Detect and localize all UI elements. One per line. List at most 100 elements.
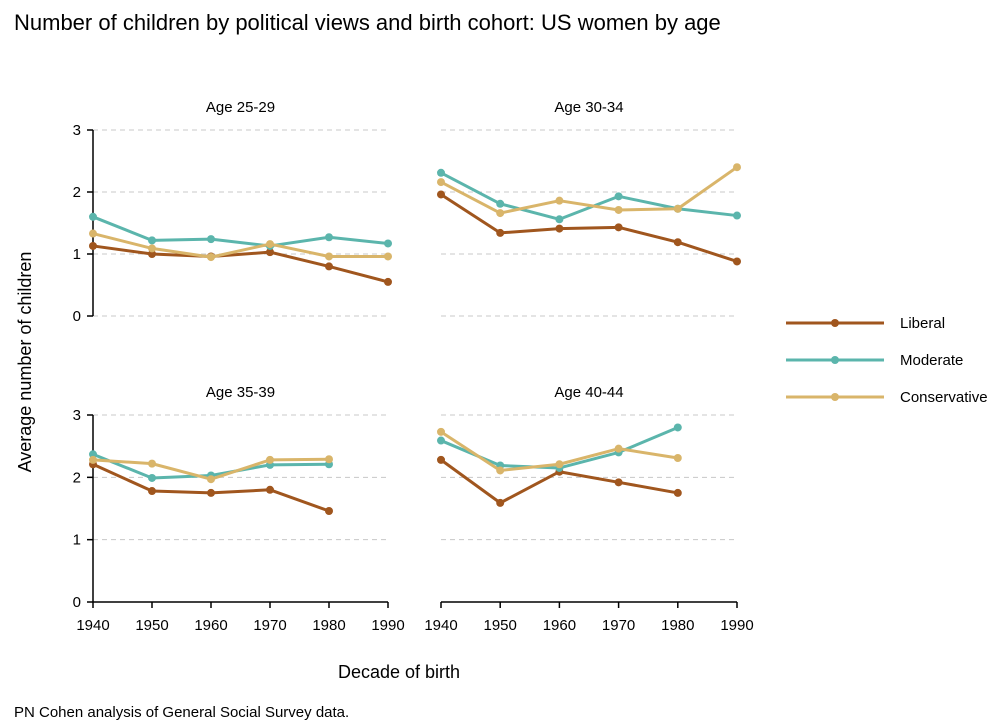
legend-conservative-marker xyxy=(831,393,839,401)
y-axis-label: Average number of children xyxy=(15,252,35,473)
panel-4-x-tick-label: 1980 xyxy=(661,617,694,634)
panel-4-series-liberal-point xyxy=(437,455,445,464)
panel-1-y-tick-label: 2 xyxy=(73,184,81,201)
panel-2-title: Age 30-34 xyxy=(554,99,623,116)
panel-2-series-moderate-point xyxy=(733,211,741,220)
panel-3-x-tick-label: 1970 xyxy=(253,617,286,634)
panel-4-series-liberal-point xyxy=(614,478,623,487)
panel-1-series-moderate-point xyxy=(384,239,392,248)
panel-4-x-tick-label: 1970 xyxy=(602,617,635,634)
panel-3-series-conservative-point xyxy=(325,455,333,464)
panel-1-series-conservative-point xyxy=(266,240,274,249)
panel-3-y-tick-label: 3 xyxy=(73,407,81,424)
panel-3-series-conservative-point xyxy=(89,455,97,464)
panel-1-series-liberal-line xyxy=(92,244,389,284)
chart-title: Number of children by political views an… xyxy=(14,10,721,35)
panel-3-series-liberal-line xyxy=(92,462,330,513)
panel-4-series-moderate-point xyxy=(437,436,445,445)
panel-4-series-liberal-point xyxy=(496,498,505,507)
panel-1-series-conservative-point xyxy=(89,229,97,238)
panel-2-series-liberal-point xyxy=(733,257,741,266)
panel-3: Age 35-39 0 1 2 3 1940 1950 1960 1970 1980 1990 xyxy=(73,384,405,634)
panel-4-series-liberal-point xyxy=(673,488,682,497)
panel-2-series-moderate-point xyxy=(496,199,505,208)
panel-2-series-conservative-point xyxy=(733,163,741,172)
panel-4-x-tick-label: 1960 xyxy=(543,617,576,634)
source-note: PN Cohen analysis of General Social Surv… xyxy=(14,704,349,721)
panel-3-y-tick-label: 0 xyxy=(73,594,81,611)
legend-liberal-label: Liberal xyxy=(900,315,945,332)
panel-4-title: Age 40-44 xyxy=(554,384,623,401)
panel-4-series-conservative-point xyxy=(673,454,682,463)
panel-1-series-liberal-point xyxy=(148,250,156,258)
panel-3-series-liberal-point xyxy=(266,485,274,494)
panel-2-series-moderate-line xyxy=(440,171,738,221)
panel-2-series-conservative-point xyxy=(673,204,682,213)
panel-1-series-liberal-point xyxy=(266,248,274,257)
panel-4-x-tick-label: 1940 xyxy=(424,617,457,634)
panel-4-series-conservative-point xyxy=(614,444,623,453)
panel-2-series-conservative-point xyxy=(496,209,505,218)
panel-3-x-tick-label: 1950 xyxy=(135,617,168,634)
legend-item-liberal: Liberal xyxy=(786,315,945,332)
panel-3-x-tick-label: 1990 xyxy=(371,617,404,634)
x-axis-label: Decade of birth xyxy=(338,662,460,682)
panel-1-series-conservative-point xyxy=(207,253,215,262)
panel-2-series-conservative-point xyxy=(555,196,564,205)
legend-item-moderate: Moderate xyxy=(786,352,963,369)
panel-1-series-moderate-line xyxy=(92,215,389,248)
panel-2-series-liberal-point xyxy=(437,190,445,199)
panel-4-x-tick-label: 1990 xyxy=(720,617,753,634)
panel-2-series-liberal-line xyxy=(440,193,738,263)
legend-moderate-label: Moderate xyxy=(900,352,963,369)
panel-3-series-conservative-point xyxy=(148,459,156,468)
panel-2-series-conservative-line xyxy=(440,165,738,215)
panel-1-title: Age 25-29 xyxy=(206,99,275,116)
panel-3-y-tick-label: 1 xyxy=(73,532,81,549)
panel-1-series-moderate-point xyxy=(207,235,215,244)
panel-4: Age 40-44 1940 1950 1960 1970 1980 1990 xyxy=(424,384,753,634)
panel-4-series-conservative-point xyxy=(555,460,564,469)
panel-2-series-moderate-point xyxy=(614,192,623,201)
panel-1-y-tick-label: 1 xyxy=(73,246,81,263)
panel-3-series-conservative-point xyxy=(266,455,274,464)
panel-2-series-liberal-point xyxy=(496,228,505,237)
panel-3-x-tick-label: 1980 xyxy=(312,617,345,634)
panel-1-series-conservative-point xyxy=(384,252,392,261)
panel-3-series-liberal-point xyxy=(325,506,333,515)
panel-1-y-tick-label: 0 xyxy=(73,308,81,325)
panel-3-series-moderate-point xyxy=(148,473,156,482)
panel-1: Age 25-29 0 1 2 3 xyxy=(73,99,392,325)
legend-moderate-marker xyxy=(831,356,839,364)
panel-2-series-moderate-point xyxy=(437,168,445,177)
panel-4-series-moderate-point xyxy=(673,423,682,432)
panel-3-title: Age 35-39 xyxy=(206,384,275,401)
panel-3-y-tick-label: 2 xyxy=(73,469,81,486)
panel-2-series-conservative-point xyxy=(614,205,623,214)
panel-1-series-liberal-point xyxy=(384,277,392,286)
panel-3-series-liberal-point xyxy=(148,487,156,496)
legend-liberal-marker xyxy=(831,319,839,327)
panels-layer: Age 25-29 0 1 2 3 Age 30-34 Age 35-39 0 1 2 3 1940 1… xyxy=(73,99,754,634)
legend-conservative-label: Conservative xyxy=(900,389,988,406)
panel-2-series-liberal-point xyxy=(555,224,564,233)
panel-1-series-liberal-point xyxy=(89,241,97,250)
panel-1-series-conservative-point xyxy=(148,244,156,253)
panel-1-series-conservative-line xyxy=(92,232,388,259)
legend-item-conservative: Conservative xyxy=(786,389,988,406)
panel-1-series-moderate-point xyxy=(89,212,97,221)
panel-1-y-tick-label: 3 xyxy=(73,122,81,139)
panel-2-series-moderate-point xyxy=(555,215,564,224)
panel-3-series-moderate-point xyxy=(89,450,97,459)
panel-1-series-moderate-point xyxy=(148,236,156,245)
panel-3-series-conservative-point xyxy=(207,475,215,484)
panel-4-series-conservative-point xyxy=(437,427,445,436)
panel-1-series-liberal-point xyxy=(325,262,333,271)
legend: Liberal Moderate Conservative xyxy=(786,315,988,406)
panel-3-x-tick-label: 1940 xyxy=(76,617,109,634)
panel-3-series-liberal-point xyxy=(207,488,215,497)
panel-2-series-liberal-point xyxy=(673,238,682,247)
panel-2-series-conservative-point xyxy=(437,178,445,187)
